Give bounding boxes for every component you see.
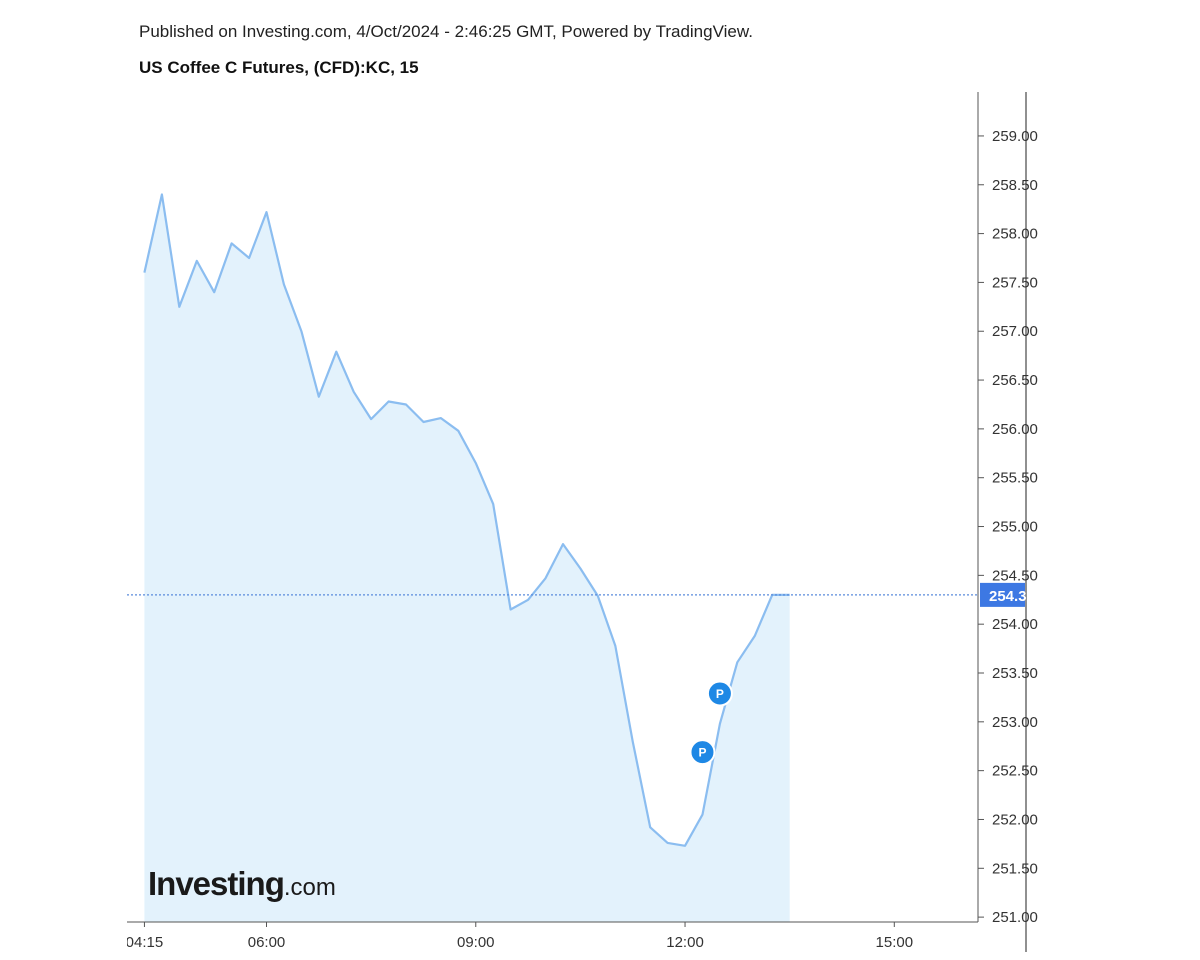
y-tick-label: 254.50	[992, 567, 1038, 584]
y-tick-label: 258.50	[992, 177, 1038, 194]
logo-main-text: Investing	[148, 865, 284, 902]
investing-logo-text: Investing.com	[148, 865, 336, 902]
y-tick-label: 253.50	[992, 665, 1038, 682]
y-axis-bottom-mask	[979, 923, 1025, 960]
last-price-badge-bg	[980, 582, 1025, 607]
event-marker[interactable]: P	[689, 739, 716, 766]
y-tick-label: 253.00	[992, 714, 1038, 731]
event-marker-label: P	[698, 746, 706, 760]
plot-area	[127, 193, 978, 922]
last-price-label: 254.30	[989, 588, 1035, 605]
y-tick-label: 258.00	[992, 226, 1038, 243]
event-marker-circle	[706, 680, 733, 707]
published-info: Published on Investing.com, 4/Oct/2024 -…	[139, 22, 753, 41]
y-tick-label: 257.00	[992, 323, 1038, 340]
event-marker[interactable]: P	[706, 680, 733, 707]
x-tick-label: 04:15	[126, 934, 164, 951]
price-series-line	[143, 193, 790, 847]
event-markers[interactable]: PP	[689, 680, 733, 766]
last-price-badge: 254.30	[980, 582, 1035, 607]
y-tick-label: 257.50	[992, 274, 1038, 291]
event-marker-label: P	[716, 687, 724, 701]
x-axis[interactable]: 04:15 06:00 09:00 12:00 15:00	[110, 921, 978, 959]
x-axis-left-mask	[110, 925, 127, 959]
y-tick-label: 251.50	[992, 860, 1038, 877]
x-tick-label: 15:00	[876, 934, 914, 951]
x-tick-label: 12:00	[666, 934, 704, 951]
logo-sub-text: .com	[284, 874, 336, 901]
y-tick-label: 255.00	[992, 519, 1038, 536]
price-area-fill	[144, 194, 790, 922]
y-tick-label: 251.00	[992, 909, 1038, 926]
y-tick-label: 252.50	[992, 763, 1038, 780]
y-tick-label: 254.00	[992, 616, 1038, 633]
x-tick-label: 09:00	[457, 934, 495, 951]
y-tick-label: 259.00	[992, 128, 1038, 145]
event-marker-circle	[689, 739, 716, 766]
x-tick-label: 06:00	[248, 934, 286, 951]
y-tick-label: 256.50	[992, 372, 1038, 389]
y-tick-label: 255.50	[992, 470, 1038, 487]
y-tick-label: 256.00	[992, 421, 1038, 438]
y-axis[interactable]: 259.00 258.50 258.00 257.50 257.00 256.50 256.…	[977, 92, 1038, 960]
investing-logo: Investing.com	[148, 865, 336, 902]
y-tick-label: 252.00	[992, 811, 1038, 828]
chart-title: US Coffee C Futures, (CFD):KC, 15	[139, 58, 419, 77]
